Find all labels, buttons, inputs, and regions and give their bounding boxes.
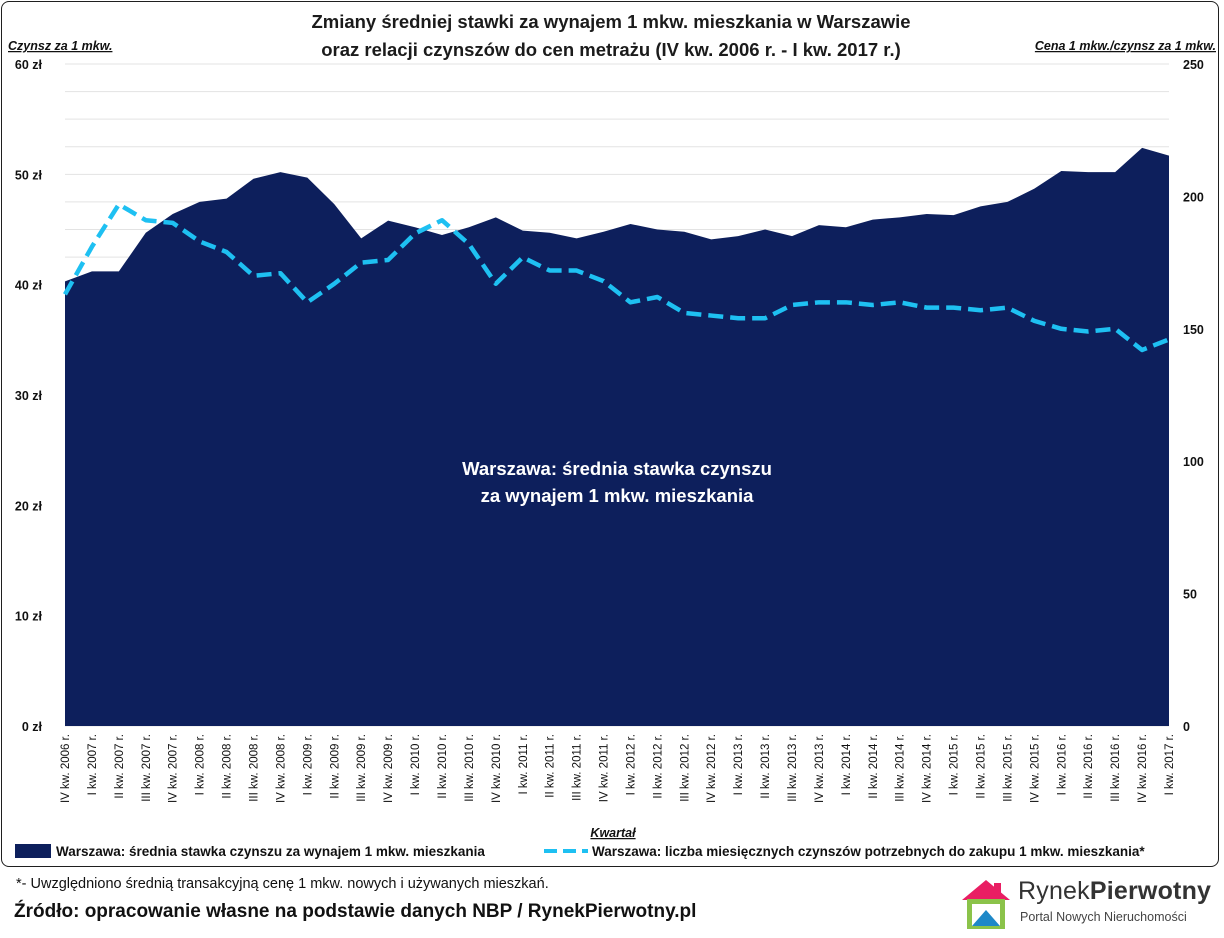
x-tick-label: I kw. 2007 r. xyxy=(87,734,99,795)
x-tick-label: I kw. 2009 r. xyxy=(302,734,314,795)
y-left-ticks: 0 zł 10 zł 20 zł 30 zł 40 zł 50 zł 60 zł xyxy=(15,58,43,734)
x-tick-label: I kw. 2010 r. xyxy=(410,734,422,795)
x-tick-label: III kw. 2012 r. xyxy=(679,734,691,802)
footnote: *- Uwzględniono średnią transakcyjną cen… xyxy=(16,876,549,892)
y-right-ticks: 0 50 100 150 200 250 xyxy=(1183,58,1204,734)
x-tick-label: II kw. 2010 r. xyxy=(437,734,449,799)
x-tick-label: I kw. 2013 r. xyxy=(733,734,745,795)
y-left-tick-label: 30 zł xyxy=(15,389,43,403)
x-tick-label: I kw. 2017 r. xyxy=(1164,734,1176,795)
y-right-tick-label: 50 xyxy=(1183,588,1197,602)
x-tick-label: I kw. 2014 r. xyxy=(841,734,853,795)
x-tick-label: II kw. 2016 r. xyxy=(1083,734,1095,799)
y-right-tick-label: 250 xyxy=(1183,58,1204,72)
x-tick-label: II kw. 2012 r. xyxy=(652,734,664,799)
ratio-line-series xyxy=(63,202,1170,353)
legend-label-area: Warszawa: średnia stawka czynszu za wyna… xyxy=(56,844,485,859)
x-tick-label: III kw. 2016 r. xyxy=(1110,734,1122,802)
x-tick-label: II kw. 2011 r. xyxy=(545,734,557,798)
x-tick-label: I kw. 2011 r. xyxy=(518,734,530,795)
logo-wordmark-part-1: Rynek xyxy=(1018,877,1090,905)
x-tick-label: III kw. 2014 r. xyxy=(895,734,907,802)
chart-title-line-1: Zmiany średniej stawki za wynajem 1 mkw.… xyxy=(311,11,910,32)
y-right-tick-label: 150 xyxy=(1183,323,1204,337)
y-right-tick-label: 100 xyxy=(1183,455,1204,469)
rynekpierwotny-logo: RynekPierwotny Portal Nowych Nieruchomoś… xyxy=(958,872,1220,934)
area-annotation-line-1: Warszawa: średnia stawka czynszu xyxy=(462,458,772,479)
x-tick-label: III kw. 2008 r. xyxy=(248,734,260,802)
y-right-tick-label: 200 xyxy=(1183,190,1204,204)
x-tick-label: II kw. 2014 r. xyxy=(868,734,880,799)
x-axis-title: Kwartał xyxy=(590,826,636,840)
x-tick-label: I kw. 2012 r. xyxy=(625,734,637,795)
rent-area-series xyxy=(65,147,1169,727)
logo-wordmark: RynekPierwotny xyxy=(1018,877,1211,906)
y-left-tick-label: 0 zł xyxy=(22,720,43,734)
x-ticks: IV kw. 2006 r. I kw. 2007 r. II kw. 2007 r… xyxy=(60,734,1176,803)
y-left-tick-label: 60 zł xyxy=(15,58,43,72)
x-tick-label: III kw. 2015 r. xyxy=(1002,734,1014,802)
chart-frame: Zmiany średniej stawki za wynajem 1 mkw.… xyxy=(1,1,1219,867)
logo-wordmark-part-2: Pierwotny xyxy=(1089,877,1212,905)
legend-swatch-area xyxy=(15,844,51,858)
x-tick-label: IV kw. 2010 r. xyxy=(491,734,503,803)
y-right-axis-title: Cena 1 mkw./czynsz za 1 mkw. xyxy=(1035,39,1216,53)
source-note: Źródło: opracowanie własne na podstawie … xyxy=(14,901,697,922)
x-tick-label: III kw. 2013 r. xyxy=(787,734,799,802)
house-logo-icon xyxy=(962,880,1010,929)
x-tick-label: IV kw. 2016 r. xyxy=(1137,734,1149,803)
x-tick-label: II kw. 2015 r. xyxy=(976,734,988,799)
x-tick-label: I kw. 2016 r. xyxy=(1056,734,1068,795)
line-layer xyxy=(63,202,1170,353)
x-tick-label: IV kw. 2007 r. xyxy=(168,734,180,803)
x-tick-label: III kw. 2011 r. xyxy=(572,734,584,801)
y-right-tick-label: 0 xyxy=(1183,720,1190,734)
y-left-tick-label: 50 zł xyxy=(15,168,43,182)
x-tick-label: IV kw. 2013 r. xyxy=(814,734,826,803)
chart: Zmiany średniej stawki za wynajem 1 mkw.… xyxy=(8,11,1216,859)
x-tick-label: III kw. 2010 r. xyxy=(464,734,476,802)
x-tick-label: IV kw. 2012 r. xyxy=(706,734,718,803)
x-tick-label: II kw. 2008 r. xyxy=(222,734,234,799)
area-layer xyxy=(65,147,1169,727)
x-tick-label: II kw. 2013 r. xyxy=(760,734,772,799)
x-tick-label: IV kw. 2006 r. xyxy=(60,734,72,803)
chart-title-line-2: oraz relacji czynszów do cen metrażu (IV… xyxy=(321,39,901,60)
y-left-tick-label: 10 zł xyxy=(15,610,43,624)
x-tick-label: IV kw. 2015 r. xyxy=(1029,734,1041,803)
logo-tagline: Portal Nowych Nieruchomości xyxy=(1020,910,1187,924)
y-left-tick-label: 40 zł xyxy=(15,279,43,293)
x-tick-label: I kw. 2008 r. xyxy=(195,734,207,795)
x-tick-label: IV kw. 2011 r. xyxy=(599,734,611,802)
legend-label-line: Warszawa: liczba miesięcznych czynszów p… xyxy=(592,844,1145,859)
x-tick-label: IV kw. 2008 r. xyxy=(275,734,287,803)
x-tick-label: I kw. 2015 r. xyxy=(949,734,961,795)
area-annotation-line-2: za wynajem 1 mkw. mieszkania xyxy=(481,485,755,506)
y-left-tick-label: 20 zł xyxy=(15,499,43,513)
x-tick-label: II kw. 2007 r. xyxy=(114,734,126,799)
y-left-axis-title: Czynsz za 1 mkw. xyxy=(8,39,112,53)
x-tick-label: III kw. 2009 r. xyxy=(356,734,368,802)
x-tick-label: III kw. 2007 r. xyxy=(141,734,153,802)
x-tick-label: IV kw. 2009 r. xyxy=(383,734,395,803)
x-tick-label: II kw. 2009 r. xyxy=(329,734,341,799)
x-tick-label: IV kw. 2014 r. xyxy=(922,734,934,803)
